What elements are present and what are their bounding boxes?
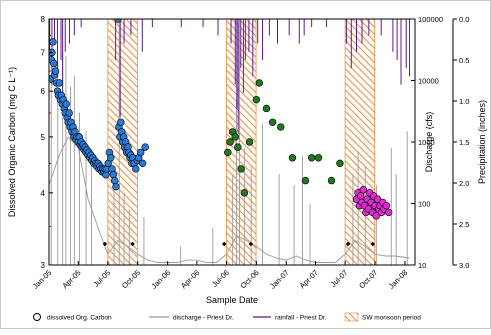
doc-point [226,138,234,146]
doc-point [327,176,336,185]
doc-point [268,118,277,126]
x-tick-label: Jan-05 [31,268,54,291]
y-right-discharge-tick-label: 100000 [418,15,443,24]
legend-monsoon-label: SW monsoon period [362,315,421,322]
doc-point [384,208,393,217]
x-tick-label: Jan-06 [149,268,172,291]
doc-point [237,165,245,173]
doc-point [62,100,70,108]
precip-tick-label: 1.0 [459,97,469,106]
doc-point [107,154,115,162]
doc-point [359,186,368,194]
precip-tick-label: 0.5 [459,56,469,65]
doc-point [65,109,73,117]
doc-point [117,118,125,126]
x-tick-label: Apr-05 [60,268,82,290]
legend-discharge-label: discharge - Priest Dr. [173,315,234,322]
legend-doc-label: dissolved Org. Carbon [47,315,112,322]
doc-point [112,182,120,191]
y-right-discharge-tick-label: 100 [418,200,431,209]
doc-point [138,159,147,168]
x-tick-label: Jul-05 [91,268,112,289]
y-left-tick-label: 8 [41,15,46,24]
doc-point [262,104,271,113]
event-diamond-marker [370,241,375,247]
doc-point [336,159,344,168]
doc-point [357,192,365,200]
discharge-series-line [49,136,410,263]
doc-point [55,79,64,87]
doc-point [372,212,381,220]
doc-point [49,38,57,46]
y-left-tick-label: 4 [41,189,46,198]
doc-point [252,95,261,104]
legend-doc-marker [33,313,41,321]
chart-legend: dissolved Org. Carbon discharge - Priest… [33,312,421,322]
doc-point [132,165,140,173]
event-diamond-marker [345,241,351,247]
x-tick-label: Oct-05 [120,268,142,290]
doc-point [245,138,254,146]
y-right-discharge-axis-label: Discharge (cfs) [424,112,434,173]
y-right-precip-axis-label: Precipitation (inches) [477,100,487,184]
y-right-discharge-tick-label: 10 [418,261,426,270]
x-tick-label: Jan-07 [268,268,291,291]
event-diamond-marker [248,241,254,247]
precip-tick-label: 2.0 [459,179,469,188]
doc-point [382,202,391,210]
doc-point [255,79,264,87]
event-diamond-marker [130,241,135,247]
monsoon-period-band [344,19,376,265]
doc-point [141,143,149,151]
doc-point [110,176,119,185]
doc-point [224,148,232,157]
precip-tick-label: 1.5 [459,138,469,147]
y-right-discharge-tick-label: 10000 [418,77,439,86]
x-tick-label: Oct-06 [239,268,261,290]
doc-point [234,143,242,151]
doc-point [136,148,145,157]
doc-point [314,154,323,162]
doc-point [288,154,297,162]
y-left-tick-label: 6 [41,87,46,96]
y-left-tick-label: 7 [41,48,46,57]
precip-tick-label: 3.0 [459,261,469,270]
doc-point [307,154,316,162]
doc-point [231,133,239,141]
x-tick-label: Jan-08 [387,268,410,291]
y-left-tick-label: 3 [41,261,46,270]
event-diamond-marker [221,241,227,247]
legend-rainfall-label: rainfall - Priest Dr. [275,315,327,322]
doc-point [50,59,58,68]
y-right-discharge-tick-label: 1000 [418,138,435,147]
doc-point [373,195,382,203]
legend-monsoon-swatch [344,312,359,322]
y-left-tick-label: 5 [41,133,46,142]
event-diamond-marker [102,241,108,247]
doc-point [240,189,249,197]
doc-point [301,176,310,185]
y-left-axis-label: Dissolved Organic Carbon (mg C L⁻¹) [7,67,17,217]
x-tick-label: Jul-06 [210,268,231,289]
x-axis-label: Sample Date [206,295,258,305]
precip-tick-label: 2.5 [459,220,469,229]
precip-tick-label: 0.0 [459,15,469,24]
x-tick-label: Oct-07 [357,268,379,290]
x-tick-label: Apr-06 [179,268,201,290]
doc-point [51,67,60,75]
x-tick-label: Jul-07 [329,268,350,289]
x-tick-label: Apr-07 [298,268,320,290]
doc-point [277,123,285,131]
